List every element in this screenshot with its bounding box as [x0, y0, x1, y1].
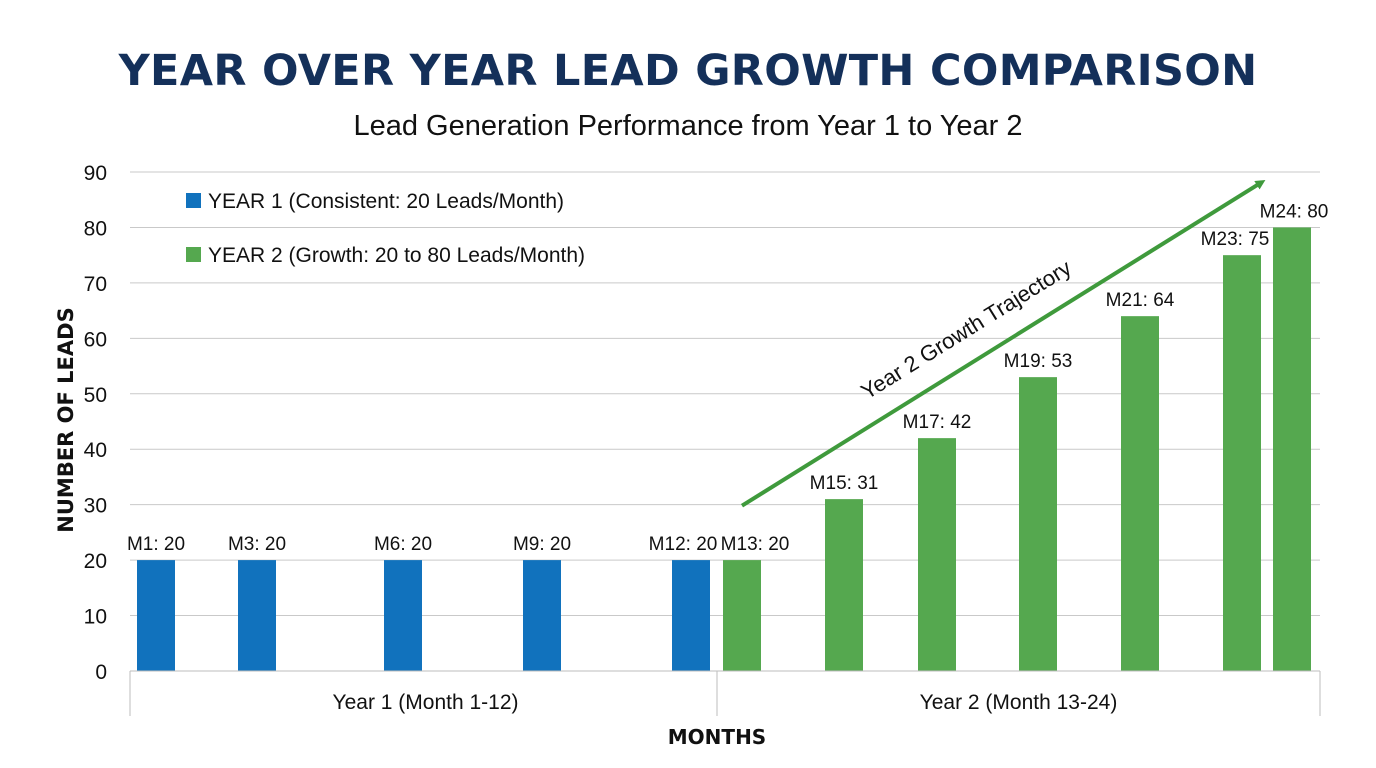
bar-label-m3: M3: 20 [228, 534, 286, 555]
bar-label-m13: M13: 20 [721, 534, 790, 555]
bar-label-m24: M24: 80 [1260, 201, 1329, 222]
bar-value-labels: M1: 20 M3: 20 M6: 20 M9: 20 M12: 20 M13: 20 M1… [127, 201, 1328, 555]
y-tick-label-10: 10 [84, 606, 107, 629]
y-tick-label-50: 50 [84, 384, 107, 407]
bar-m9 [523, 560, 561, 671]
y-tick-label-80: 80 [84, 217, 107, 240]
bar-label-m6: M6: 20 [374, 534, 432, 555]
bars [137, 227, 1311, 671]
bar-label-m12: M12: 20 [649, 534, 718, 555]
bar-m3 [238, 560, 276, 671]
legend-swatch-1 [186, 193, 201, 208]
bar-label-m17: M17: 42 [903, 412, 972, 433]
bar-label-m1: M1: 20 [127, 534, 185, 555]
y-tick-label-90: 90 [84, 162, 107, 185]
y-axis-label: NUMBER OF LEADS [54, 307, 78, 532]
y-tick-label-0: 0 [95, 661, 107, 684]
growth-arrow [740, 179, 1266, 508]
bar-m12 [672, 560, 710, 671]
bar-m15 [825, 499, 863, 671]
bar-m6 [384, 560, 422, 671]
x-group-label-2: Year 2 (Month 13-24) [920, 691, 1118, 714]
x-axis-group-labels: Year 1 (Month 1-12) Year 2 (Month 13-24) [129, 670, 1321, 716]
y-tick-label-70: 70 [84, 273, 107, 296]
bar-m13 [723, 560, 761, 671]
chart-subtitle: Lead Generation Performance from Year 1 … [353, 110, 1023, 142]
bar-label-m9: M9: 20 [513, 534, 571, 555]
y-axis-ticks: 0 10 20 30 40 50 60 70 80 90 [84, 162, 107, 684]
x-group-label-1: Year 1 (Month 1-12) [333, 691, 519, 714]
bar-m19 [1019, 377, 1057, 671]
bar-label-m19: M19: 53 [1004, 351, 1073, 372]
y-tick-label-60: 60 [84, 328, 107, 351]
y-tick-label-40: 40 [84, 439, 107, 462]
bar-label-m23: M23: 75 [1201, 229, 1270, 250]
legend-swatch-2 [186, 247, 201, 262]
legend-label-2: YEAR 2 (Growth: 20 to 80 Leads/Month) [208, 244, 585, 267]
y-tick-label-20: 20 [84, 550, 107, 573]
bar-label-m15: M15: 31 [810, 473, 879, 494]
x-axis-label: MONTHS [668, 725, 766, 749]
bar-m24 [1273, 227, 1311, 671]
bar-m23 [1223, 255, 1261, 671]
bar-m17 [918, 438, 956, 671]
legend-label-1: YEAR 1 (Consistent: 20 Leads/Month) [208, 190, 564, 213]
chart-title: YEAR OVER YEAR LEAD GROWTH COMPARISON [118, 46, 1258, 96]
bar-label-m21: M21: 64 [1106, 290, 1175, 311]
y-tick-label-30: 30 [84, 495, 107, 518]
legend: YEAR 1 (Consistent: 20 Leads/Month) YEAR … [186, 190, 585, 267]
bar-m1 [137, 560, 175, 671]
growth-annotation: Year 2 Growth Trajectory [740, 179, 1266, 508]
bar-m21 [1121, 316, 1159, 671]
